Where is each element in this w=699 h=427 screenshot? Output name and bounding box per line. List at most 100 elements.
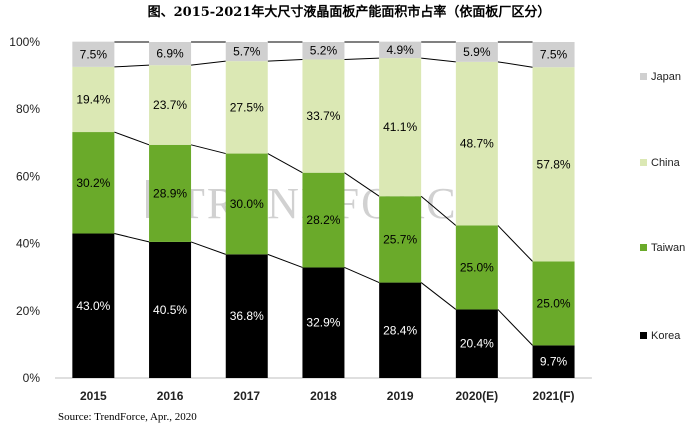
source-note: Source: TrendForce, Apr., 2020: [58, 411, 197, 423]
x-axis: 2015 2016 2017 2018 2019 2020(E) 2021(F): [80, 389, 575, 403]
legend-label: Japan: [651, 71, 681, 83]
y-tick-label: 40%: [16, 237, 40, 251]
bar-segment-china: [225, 61, 268, 154]
x-tick-label: 2016: [157, 389, 184, 403]
bar-segment-japan: [379, 41, 422, 59]
bar-segment-korea: [72, 233, 115, 378]
bar-segment-china: [149, 65, 192, 145]
bar-segment-taiwan: [455, 225, 498, 310]
data-label: 25.0%: [537, 296, 571, 310]
bar-segment-taiwan: [225, 153, 268, 255]
data-label: 33.7%: [306, 109, 340, 123]
x-tick-label: 2021(F): [533, 389, 575, 403]
series-line: [344, 57, 380, 60]
bar-segment-korea: [149, 241, 192, 378]
series-lines: [114, 41, 533, 346]
x-tick-label: 2017: [233, 389, 260, 403]
data-label: 7.5%: [80, 47, 108, 61]
series-line: [497, 61, 533, 68]
data-label: 7.5%: [540, 48, 568, 62]
bar-segment-korea: [455, 309, 498, 378]
bar-segment-taiwan: [532, 261, 575, 346]
legend-label: Korea: [651, 330, 681, 342]
data-label: 28.9%: [153, 186, 187, 200]
bars: [72, 41, 575, 378]
data-label: 9.7%: [540, 355, 568, 369]
bar-segment-taiwan: [72, 132, 115, 234]
data-label: 25.7%: [383, 232, 417, 246]
legend: Japan China Taiwan Korea: [640, 71, 685, 342]
bar-segment-china: [72, 66, 115, 133]
data-label: 4.9%: [386, 43, 414, 57]
series-line: [114, 233, 150, 243]
data-label: 43.0%: [76, 299, 110, 313]
data-label: 30.2%: [76, 176, 110, 190]
series-line: [497, 309, 533, 346]
series-line: [497, 225, 533, 262]
series-line: [267, 58, 303, 62]
data-label: 32.9%: [306, 316, 340, 330]
series-line: [190, 60, 226, 66]
data-label: 23.7%: [153, 98, 187, 112]
legend-swatch-korea: [640, 332, 647, 339]
data-label: 5.2%: [310, 44, 338, 58]
series-line: [114, 131, 150, 146]
legend-swatch-japan: [640, 73, 647, 80]
series-line: [190, 241, 226, 255]
bar-segment-taiwan: [302, 172, 345, 268]
bar-segment-taiwan: [379, 196, 422, 283]
bar-segment-japan: [225, 42, 268, 62]
bar-segment-china: [532, 67, 575, 262]
series-line: [114, 64, 150, 68]
data-label: 40.5%: [153, 303, 187, 317]
chart-title: 图、2015-2021年大尺寸液晶面板产能面积市占率（依面板厂区分）: [148, 4, 551, 20]
bar-segment-china: [379, 58, 422, 197]
data-label: 48.7%: [460, 137, 494, 151]
series-line: [344, 172, 380, 197]
data-label: 20.4%: [460, 337, 494, 351]
bar-segment-japan: [532, 42, 575, 68]
bar-segment-china: [455, 61, 498, 226]
data-label: 5.9%: [463, 45, 491, 59]
data-label: 27.5%: [230, 100, 264, 114]
bar-segment-japan: [302, 42, 345, 60]
data-label: 57.8%: [537, 157, 571, 171]
bar-segment-korea: [379, 282, 422, 378]
bar-segment-korea: [302, 267, 345, 378]
data-label: 25.0%: [460, 260, 494, 274]
bar-segment-japan: [149, 42, 192, 66]
bar-segment-japan: [72, 41, 115, 67]
bar-segment-japan: [455, 42, 498, 62]
series-line: [421, 57, 456, 63]
data-label: 28.2%: [306, 213, 340, 227]
data-labels: 43.0% 30.2% 19.4% 7.5% 40.5% 28.9% 23.7% 6.9% 36…: [76, 43, 571, 369]
data-label: 5.7%: [233, 45, 261, 59]
series-line: [420, 195, 457, 226]
y-tick-label: 80%: [16, 102, 40, 116]
bar-segment-china: [302, 59, 345, 173]
legend-label: China: [651, 157, 681, 169]
data-label: 19.4%: [76, 92, 110, 106]
bar-segment-korea: [532, 345, 575, 378]
legend-swatch-china: [640, 159, 647, 166]
x-tick-label: 2015: [80, 389, 107, 403]
data-label: 6.9%: [156, 47, 184, 61]
bar-segment-korea: [225, 254, 268, 378]
y-tick-label: 100%: [9, 35, 40, 49]
data-label: 28.4%: [383, 323, 417, 337]
series-line: [190, 144, 226, 155]
legend-swatch-taiwan: [640, 244, 647, 251]
data-label: 30.0%: [230, 197, 264, 211]
bar-segment-taiwan: [149, 144, 192, 242]
y-tick-label: 0%: [23, 371, 41, 385]
series-line: [267, 153, 303, 174]
x-tick-label: 2018: [310, 389, 337, 403]
x-tick-label: 2020(E): [455, 389, 498, 403]
x-tick-label: 2019: [387, 389, 414, 403]
series-line: [344, 266, 380, 284]
data-label: 41.1%: [383, 120, 417, 134]
legend-label: Taiwan: [651, 242, 685, 254]
y-tick-label: 60%: [16, 169, 40, 183]
y-tick-label: 20%: [16, 304, 40, 318]
